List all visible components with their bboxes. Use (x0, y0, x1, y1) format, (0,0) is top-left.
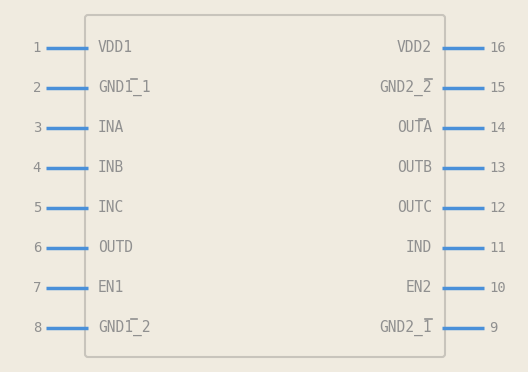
Text: 11: 11 (489, 241, 506, 255)
Text: OUTB: OUTB (397, 160, 432, 176)
Text: 3: 3 (33, 121, 41, 135)
FancyBboxPatch shape (85, 15, 445, 357)
Text: 10: 10 (489, 281, 506, 295)
Text: IND: IND (406, 241, 432, 256)
Text: VDD2: VDD2 (397, 41, 432, 55)
Text: VDD1: VDD1 (98, 41, 133, 55)
Text: GND1_1: GND1_1 (98, 80, 150, 96)
Text: GND2_2: GND2_2 (380, 80, 432, 96)
Text: 2: 2 (33, 81, 41, 95)
Text: GND2_1: GND2_1 (380, 320, 432, 336)
Text: OUTA: OUTA (397, 121, 432, 135)
Text: 8: 8 (33, 321, 41, 335)
Text: OUTC: OUTC (397, 201, 432, 215)
Text: INA: INA (98, 121, 124, 135)
Text: 9: 9 (489, 321, 497, 335)
Text: 5: 5 (33, 201, 41, 215)
Text: INB: INB (98, 160, 124, 176)
Text: OUTD: OUTD (98, 241, 133, 256)
Text: 14: 14 (489, 121, 506, 135)
Text: 1: 1 (33, 41, 41, 55)
Text: EN2: EN2 (406, 280, 432, 295)
Text: GND1_2: GND1_2 (98, 320, 150, 336)
Text: EN1: EN1 (98, 280, 124, 295)
Text: 15: 15 (489, 81, 506, 95)
Text: 13: 13 (489, 161, 506, 175)
Text: 12: 12 (489, 201, 506, 215)
Text: 4: 4 (33, 161, 41, 175)
Text: 16: 16 (489, 41, 506, 55)
Text: INC: INC (98, 201, 124, 215)
Text: 6: 6 (33, 241, 41, 255)
Text: 7: 7 (33, 281, 41, 295)
